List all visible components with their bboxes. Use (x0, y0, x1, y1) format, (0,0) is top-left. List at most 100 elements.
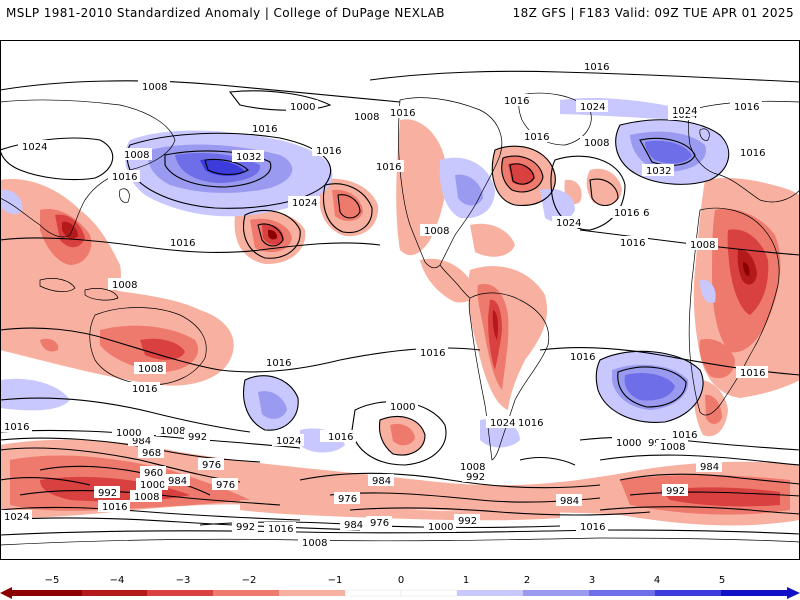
colorbar-swatch (279, 590, 345, 596)
svg-text:1024: 1024 (580, 102, 605, 113)
isobar-label: 1024 (288, 196, 320, 209)
svg-text:1000: 1000 (290, 102, 315, 113)
isobar-label: 984 (696, 460, 722, 473)
isobar-label: 1008 (686, 238, 718, 251)
isobar-label: 1008 (130, 490, 162, 503)
svg-text:992: 992 (98, 488, 117, 499)
anomaly-region (624, 373, 675, 401)
svg-text:1032: 1032 (236, 152, 261, 163)
anomaly-region (586, 168, 622, 206)
isobar-label: 1008 (580, 136, 612, 149)
isobar-label: 1024 (486, 416, 518, 429)
colorbar-tick: 4 (654, 575, 660, 586)
isobar-label: 1016 (386, 106, 418, 119)
colorbar-swatch (213, 590, 279, 596)
isobar-label: 1016 (730, 100, 762, 113)
svg-text:1024: 1024 (276, 436, 301, 447)
isobar-label: 984 (340, 518, 366, 531)
isobar-label: 1008 (350, 110, 382, 123)
isobar-label: 1016 (166, 236, 198, 249)
isobar-label: 1016 (616, 236, 648, 249)
colorbar-tick: 1 (463, 575, 469, 586)
svg-text:1008: 1008 (138, 364, 163, 375)
colorbar: −5 −4 −3 −2 −1 0 1 2 3 4 5 (0, 575, 800, 599)
svg-text:984: 984 (372, 476, 391, 487)
colorbar-tick: −1 (328, 575, 343, 586)
colorbar-swatch (523, 590, 589, 596)
svg-text:1024: 1024 (556, 218, 581, 229)
svg-text:1016: 1016 (740, 148, 765, 159)
svg-text:968: 968 (142, 448, 161, 459)
isobar-label: 1008 (156, 424, 188, 437)
isobar-label: 992 (184, 430, 210, 443)
colorbar-swatch (721, 590, 787, 596)
svg-text:1008: 1008 (354, 112, 379, 123)
colorbar-tick: −5 (45, 575, 60, 586)
isobar-label: 1016 (520, 130, 552, 143)
isobar-label: 1024 (272, 434, 304, 447)
colorbar-arrow-left (0, 587, 12, 599)
colorbar-tick: 3 (589, 575, 595, 586)
anomaly-region (492, 310, 498, 340)
svg-text:1000: 1000 (140, 480, 165, 491)
isobar-label: 1000 (112, 426, 144, 439)
svg-text:1008: 1008 (584, 138, 609, 149)
isobar-label: 1016 (566, 350, 598, 363)
model-valid-time: 18Z GFS | F183 Valid: 09Z TUE APR 01 202… (512, 6, 794, 20)
anomaly-region (540, 188, 575, 222)
isobar-label: 1000 (136, 478, 168, 491)
anomaly-region (420, 258, 475, 303)
svg-text:1008: 1008 (460, 462, 485, 473)
isobar-label: 1024 (576, 100, 608, 113)
anomaly-region (699, 339, 735, 379)
svg-text:992: 992 (666, 486, 685, 497)
svg-text:984: 984 (700, 462, 719, 473)
svg-text:1016: 1016 (420, 348, 445, 359)
isobar-label: 1008 (134, 362, 166, 375)
colorbar-tick: 5 (719, 575, 725, 586)
anomaly-region (455, 174, 483, 206)
svg-text:1016: 1016 (266, 358, 291, 369)
colorbar-swatches (0, 587, 800, 599)
isobar-label: 1016 (736, 366, 768, 379)
isobar-label: 1000 (424, 520, 456, 533)
isobar-label: 1000 (612, 436, 644, 449)
anomaly-region (332, 189, 363, 221)
isobar-label: 992 (662, 484, 688, 497)
svg-text:1016: 1016 (170, 238, 195, 249)
svg-text:1016: 1016 (4, 422, 29, 433)
isobar-label: 1016 (312, 144, 344, 157)
isobar-label: 1008 (108, 278, 140, 291)
isobar-label: 984 (368, 474, 394, 487)
anomaly-region (62, 221, 78, 239)
isobar-label: 1016 (372, 160, 404, 173)
svg-text:1024: 1024 (22, 142, 47, 153)
anomaly-region (700, 279, 716, 304)
isobar-label: 1016 (0, 420, 32, 433)
svg-text:1016: 1016 (112, 172, 137, 183)
anomaly-map: 1016 1008 1000 1024 1008 1016 1024 1024 … (0, 40, 800, 560)
anomaly-region (40, 338, 59, 352)
svg-text:976: 976 (370, 518, 389, 529)
isobar-label: 976 (334, 492, 360, 505)
colorbar-swatch (344, 589, 402, 597)
svg-text:1008: 1008 (112, 280, 137, 291)
isobar-label: 1016 (580, 60, 612, 73)
svg-text:1008: 1008 (302, 538, 327, 549)
isobar-label: 1008 (298, 536, 330, 549)
isobar-label: 1016 (262, 356, 294, 369)
negative-anomaly-shading (0, 119, 800, 526)
svg-text:992: 992 (236, 522, 255, 533)
isobar-label: 1016 (98, 500, 130, 513)
colorbar-swatch (12, 590, 82, 596)
svg-text:1016: 1016 (672, 430, 697, 441)
isobar-label: 984 (556, 494, 582, 507)
colorbar-swatch (655, 590, 721, 596)
svg-text:1016: 1016 (102, 502, 127, 513)
svg-text:1000: 1000 (116, 428, 141, 439)
isobar-label: 1024 (18, 140, 50, 153)
svg-text:1024: 1024 (292, 198, 317, 209)
svg-text:1008: 1008 (690, 240, 715, 251)
svg-text:1032: 1032 (646, 166, 671, 177)
isobar-label: 1024 (552, 216, 584, 229)
